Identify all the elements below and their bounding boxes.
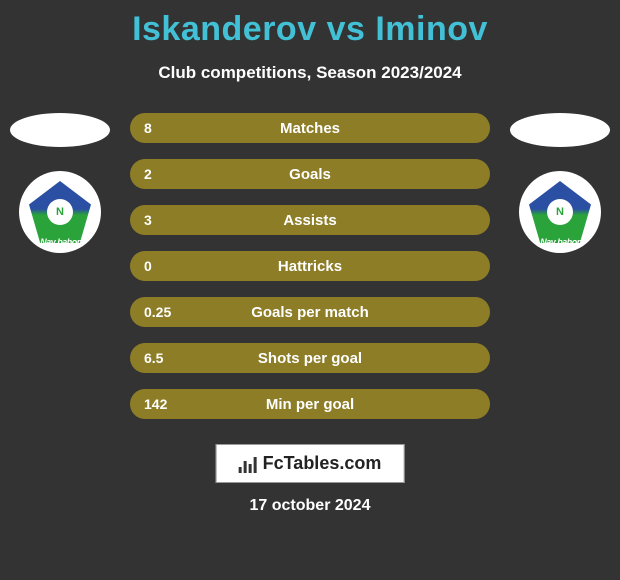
stat-value: 2 bbox=[144, 166, 152, 182]
generation-date: 17 october 2024 bbox=[250, 497, 371, 515]
stat-value: 3 bbox=[144, 212, 152, 228]
club-center-letter: N bbox=[556, 206, 564, 218]
stat-label: Min per goal bbox=[130, 396, 490, 413]
club-center-circle: N bbox=[547, 199, 573, 225]
player2-photo-placeholder bbox=[510, 113, 610, 147]
player1-photo-placeholder bbox=[10, 113, 110, 147]
stat-label: Shots per goal bbox=[130, 350, 490, 367]
player2-name: Iminov bbox=[375, 10, 488, 48]
club-name: Nav bahor bbox=[40, 237, 80, 247]
stat-row-assists: 3 Assists bbox=[130, 205, 490, 235]
season-subtitle: Club competitions, Season 2023/2024 bbox=[0, 63, 620, 83]
stat-row-matches: 8 Matches bbox=[130, 113, 490, 143]
site-name: FcTables.com bbox=[263, 453, 382, 474]
player1-name: Iskanderov bbox=[132, 10, 317, 48]
player2-club-badge: N Nav bahor bbox=[519, 171, 601, 253]
stats-container: N Nav bahor N Nav bahor 8 Matches 2 Goal… bbox=[0, 113, 620, 419]
stat-label: Matches bbox=[130, 120, 490, 137]
stat-value: 0.25 bbox=[144, 304, 171, 320]
stat-bars: 8 Matches 2 Goals 3 Assists 0 Hattricks … bbox=[130, 113, 490, 419]
bar-chart-icon bbox=[239, 455, 257, 473]
stat-label: Assists bbox=[130, 212, 490, 229]
club-center-letter: N bbox=[56, 206, 64, 218]
stat-row-shots-per-goal: 6.5 Shots per goal bbox=[130, 343, 490, 373]
stat-label: Goals bbox=[130, 166, 490, 183]
player1-column: N Nav bahor bbox=[10, 113, 110, 253]
stat-value: 8 bbox=[144, 120, 152, 136]
club-center-circle: N bbox=[47, 199, 73, 225]
player1-club-badge: N Nav bahor bbox=[19, 171, 101, 253]
stat-row-goals-per-match: 0.25 Goals per match bbox=[130, 297, 490, 327]
footer: FcTables.com 17 october 2024 bbox=[216, 444, 405, 515]
stat-value: 142 bbox=[144, 396, 167, 412]
stat-value: 6.5 bbox=[144, 350, 163, 366]
stat-row-hattricks: 0 Hattricks bbox=[130, 251, 490, 281]
comparison-title: Iskanderov vs Iminov bbox=[0, 0, 620, 49]
stat-label: Goals per match bbox=[130, 304, 490, 321]
stat-row-min-per-goal: 142 Min per goal bbox=[130, 389, 490, 419]
player2-column: N Nav bahor bbox=[510, 113, 610, 253]
site-logo[interactable]: FcTables.com bbox=[216, 444, 405, 483]
stat-label: Hattricks bbox=[130, 258, 490, 275]
stat-value: 0 bbox=[144, 258, 152, 274]
club-name: Nav bahor bbox=[540, 237, 580, 247]
stat-row-goals: 2 Goals bbox=[130, 159, 490, 189]
vs-separator: vs bbox=[327, 10, 366, 48]
